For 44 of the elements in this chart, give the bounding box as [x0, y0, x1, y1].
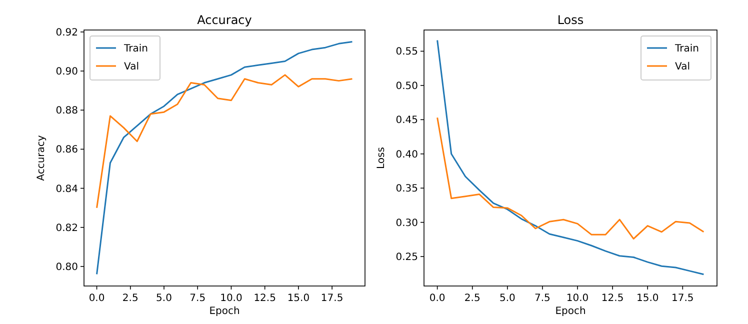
y-tick-label: 0.82 — [56, 222, 78, 234]
x-tick-label: 15.0 — [287, 293, 310, 304]
y-tick-label: 0.88 — [56, 106, 78, 117]
y-tick-label: 0.90 — [56, 66, 78, 78]
x-tick-label: 17.5 — [672, 293, 694, 304]
y-tick-label: 0.80 — [56, 262, 78, 273]
x-tick-label: 7.5 — [534, 293, 550, 304]
y-tick-label: 0.86 — [56, 144, 78, 156]
x-tick-label: 10.0 — [220, 293, 242, 304]
legend-label: Val — [675, 62, 690, 72]
line-series — [436, 40, 704, 276]
x-tick-label: 2.5 — [464, 293, 480, 304]
y-tick-label: 0.40 — [396, 149, 418, 160]
chart-title: Accuracy — [197, 13, 252, 27]
y-axis-title: Loss — [376, 147, 387, 169]
x-tick-label: 2.5 — [122, 293, 138, 304]
y-tick-label: 0.50 — [396, 80, 418, 92]
x-tick-label: 5.0 — [156, 293, 172, 304]
y-tick-label: 0.92 — [56, 27, 78, 38]
y-tick-label: 0.25 — [396, 252, 418, 264]
x-tick-label: 15.0 — [636, 293, 659, 304]
y-tick-label: 0.45 — [396, 115, 418, 126]
x-tick-label: 17.5 — [320, 293, 344, 304]
x-tick-label: 7.5 — [190, 293, 206, 304]
x-tick-label: 0.0 — [88, 293, 105, 304]
y-tick-label: 0.30 — [396, 218, 418, 229]
y-axis-title: Accuracy — [36, 135, 47, 181]
x-tick-label: 0.0 — [429, 293, 446, 304]
x-axis-title: Epoch — [555, 306, 586, 317]
chart-title: Loss — [557, 13, 584, 27]
x-axis-title: Epoch — [209, 306, 240, 317]
line-series — [436, 116, 704, 240]
x-tick-label: 12.5 — [254, 293, 276, 304]
x-tick-label: 12.5 — [601, 293, 624, 304]
y-tick-label: 0.55 — [396, 46, 418, 58]
y-tick-label: 0.35 — [396, 184, 418, 195]
y-tick-label: 0.84 — [56, 184, 78, 195]
x-tick-label: 10.0 — [566, 293, 589, 304]
legend-label: Train — [123, 44, 148, 54]
legend-label: Train — [674, 44, 699, 54]
legend-label: Val — [124, 62, 139, 72]
line-series — [96, 74, 353, 209]
line-series — [96, 40, 353, 276]
x-tick-label: 5.0 — [499, 293, 516, 304]
